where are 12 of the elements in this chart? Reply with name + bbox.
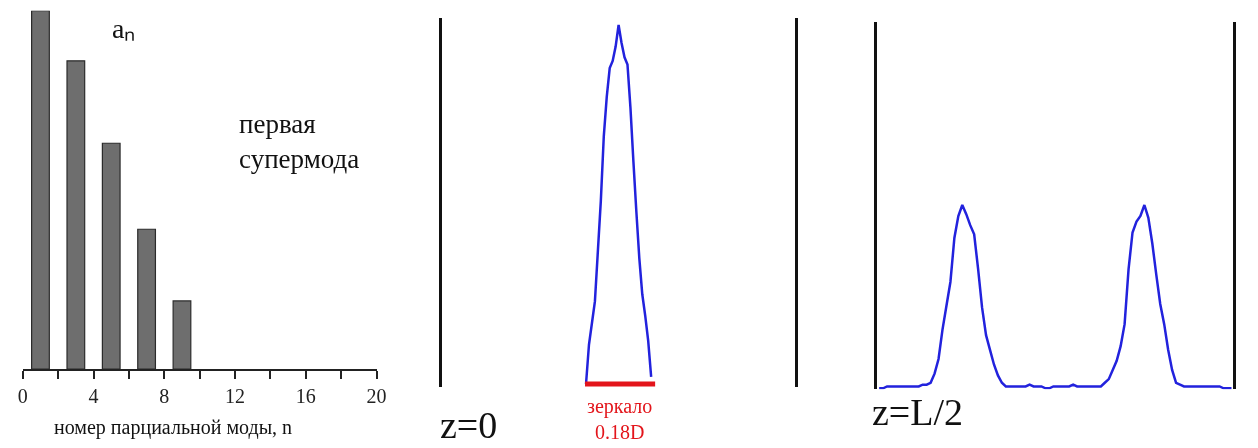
y-axis-title: aₙ — [112, 13, 136, 44]
x-tick-label: 16 — [295, 384, 316, 407]
text: z=L/2 — [872, 391, 964, 433]
text: z=0 — [440, 404, 498, 446]
x-tick-label: 4 — [88, 384, 99, 407]
annotation: первая супермода — [239, 109, 360, 175]
text: зеркало 0.18D — [587, 395, 653, 443]
x-tick-label: 8 — [159, 384, 170, 407]
x-tick-label: 0 — [17, 384, 28, 407]
x-tick-label: 20 — [366, 384, 387, 407]
x-axis-title: номер парциальной моды, n — [54, 416, 293, 439]
x-tick-label: 12 — [225, 384, 246, 407]
